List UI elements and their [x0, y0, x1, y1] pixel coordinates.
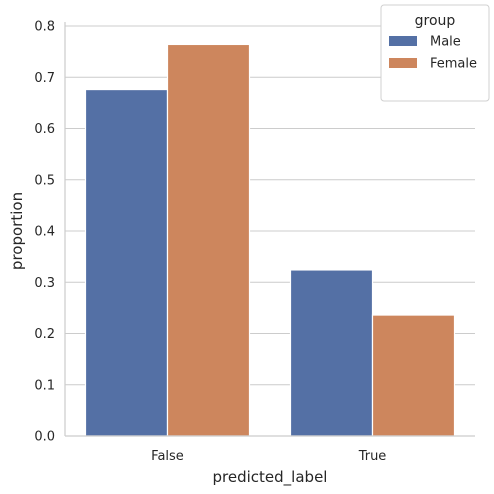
- y-tick-label: 0.5: [34, 173, 55, 188]
- y-tick-label: 0.1: [34, 378, 55, 393]
- legend-frame: [380, 4, 490, 102]
- y-tick-label: 0.8: [34, 20, 55, 35]
- x-tick-labels: False True: [151, 449, 386, 464]
- x-tick-label: True: [358, 449, 387, 464]
- y-tick-label: 0.0: [34, 430, 55, 445]
- legend-label-female: Female: [430, 57, 477, 72]
- x-axis-label: predicted_label: [213, 468, 328, 487]
- legend-title: group: [415, 13, 456, 29]
- bar-female-true: [371, 314, 456, 437]
- y-tick-label: 0.7: [34, 71, 55, 86]
- x-tick-label: False: [151, 449, 184, 464]
- legend-swatch-male: [389, 36, 417, 46]
- legend-swatch-female: [389, 58, 417, 68]
- y-tick-label: 0.6: [34, 122, 55, 137]
- y-tick-label: 0.3: [34, 276, 55, 291]
- bars: [84, 43, 456, 437]
- bar-male-true: [289, 269, 374, 437]
- y-tick-label: 0.2: [34, 327, 55, 342]
- y-tick-labels: 0.0 0.1 0.2 0.3 0.4 0.5 0.6 0.7 0.8: [34, 20, 55, 445]
- legend: group Male Female: [380, 4, 490, 102]
- bar-female-false: [166, 43, 251, 437]
- bar-male-false: [84, 88, 169, 437]
- y-tick-label: 0.4: [34, 225, 55, 240]
- y-axis-label: proportion: [8, 192, 26, 270]
- legend-label-male: Male: [430, 35, 461, 50]
